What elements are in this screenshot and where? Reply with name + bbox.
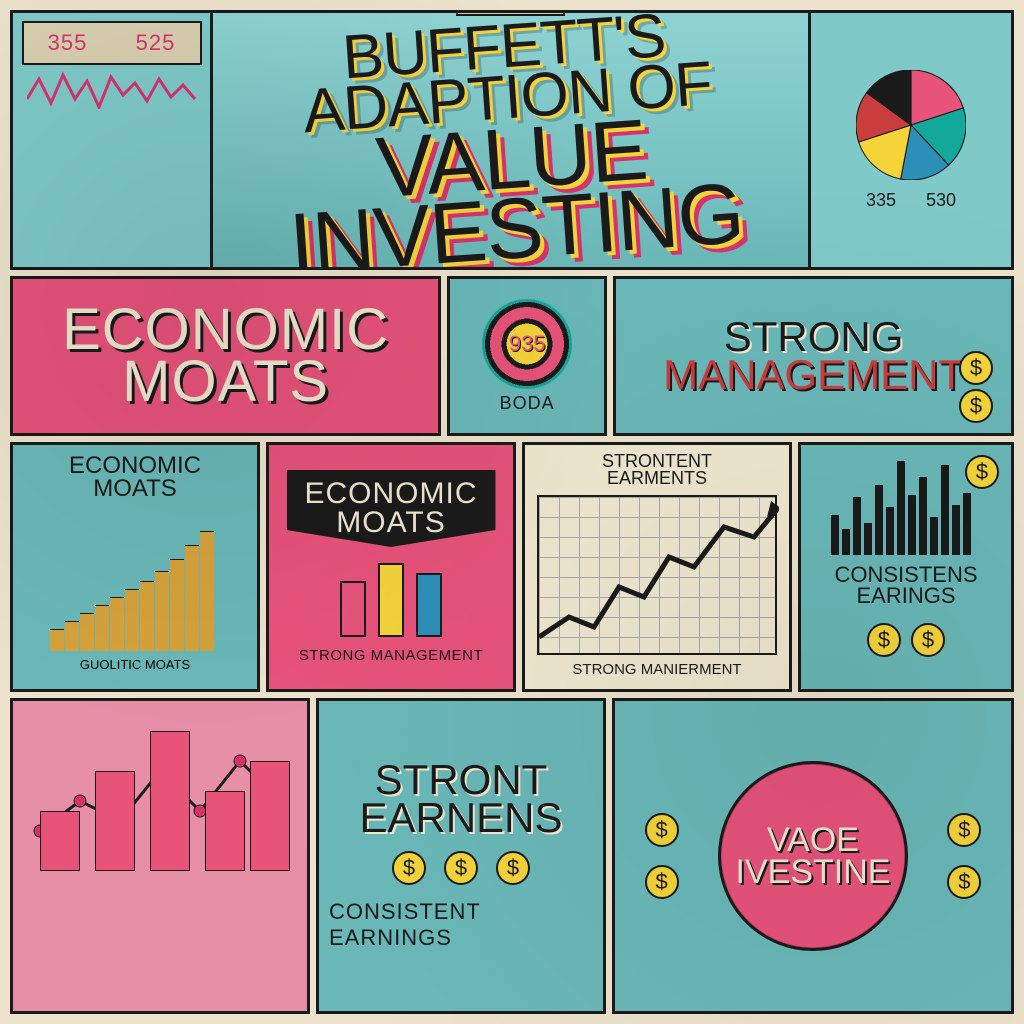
growth-line — [539, 507, 779, 637]
sparkline-chart — [27, 69, 197, 109]
boda-badge-panel: 935 BODA — [447, 276, 607, 436]
stair-bar — [95, 605, 109, 651]
marker-dot — [234, 755, 246, 767]
header-pie-block: 335 530 — [811, 13, 1011, 267]
stair-bar — [50, 629, 64, 651]
tower-bar — [842, 529, 850, 555]
tower-bar — [875, 485, 883, 555]
tower-bar — [930, 517, 938, 555]
mgmt-dollar-stack: $ $ — [959, 351, 993, 423]
pennant-banner: ECONOMIC MOATS — [287, 470, 496, 547]
tower-bar — [963, 493, 971, 555]
ticker-right: 525 — [136, 30, 176, 56]
ticker-box: 355 525 — [22, 21, 202, 65]
combo-bar — [250, 761, 290, 871]
pie-chart — [856, 70, 966, 180]
r3b-title-2: EARNENS — [359, 794, 562, 841]
color-bar — [340, 581, 366, 637]
pie-label-left: 335 — [866, 190, 896, 211]
combo-bar — [95, 771, 135, 871]
tower-bar — [864, 523, 872, 555]
marker-dot — [74, 795, 86, 807]
r2a-bottom-label: GUOLITIC MOATS — [80, 657, 190, 672]
r2d-label-2: EARINGS — [856, 583, 955, 608]
boda-label: BODA — [500, 393, 555, 414]
row-3: STRONT EARNENS $ $ $ CONSISTENT EARNINGS… — [10, 698, 1014, 1014]
r2a-label-2: MOATS — [93, 475, 177, 502]
stair-bar — [140, 581, 154, 651]
r2b-caption: STRONG MANAGEMENT — [299, 647, 483, 664]
circle-line-2: IVESTINE — [736, 856, 891, 888]
dollar-icon: $ — [959, 351, 993, 385]
dollar-icon: $ — [645, 813, 679, 847]
combo-bar — [205, 791, 245, 871]
pie-labels: 335 530 — [866, 190, 956, 211]
banner-line-2: MOATS — [336, 506, 445, 539]
dollar-icon: $ — [645, 865, 679, 899]
skyline-panel: $ CONSISTENS EARINGS $ $ — [798, 442, 1014, 692]
mgmt-line-2: MANAGEMENT — [663, 356, 964, 394]
title-stack: Buffett's Adaption of Value Investing — [225, 10, 796, 270]
stair-bar — [185, 545, 199, 651]
ticker-left: 355 — [48, 30, 88, 56]
stair-bar — [80, 613, 94, 651]
earnings-panel: STRONT EARNENS $ $ $ CONSISTENT EARNINGS — [316, 698, 606, 1014]
tower-bar — [853, 497, 861, 555]
stair-bar — [110, 597, 124, 651]
skyline-bar-chart — [831, 455, 981, 555]
economic-moats-hero: ECONOMIC MOATS — [10, 276, 441, 436]
bar-line-combo-panel — [10, 698, 310, 1014]
sparkline-path — [27, 75, 195, 107]
bar-line-chart — [30, 711, 290, 871]
combo-bar — [40, 811, 80, 871]
coin-row: $ $ $ — [392, 851, 530, 885]
dollar-icon: $ — [392, 851, 426, 885]
stair-bar-chart — [50, 511, 220, 651]
boda-ring-icon: 935 — [482, 299, 572, 389]
pie-label-right: 530 — [926, 190, 956, 211]
dollar-icon: $ — [444, 851, 478, 885]
tower-bar — [908, 495, 916, 555]
header-ticker-block: 355 525 — [13, 13, 213, 267]
stair-bar — [170, 559, 184, 651]
tower-bar — [941, 465, 949, 555]
strong-management-hero: STRONG MANAGEMENT $ $ — [613, 276, 1014, 436]
combo-bar — [150, 731, 190, 871]
triple-bar-chart — [340, 557, 442, 637]
dollar-icon: $ — [959, 389, 993, 423]
r2c-caption: STRONG MANIERMENT — [572, 661, 741, 678]
circle-line-1: VAOE — [767, 824, 859, 856]
r2c-label-2: EARMENTS — [607, 468, 707, 488]
tower-bar — [886, 507, 894, 555]
color-bar — [416, 573, 442, 637]
boda-value: 935 — [509, 331, 546, 357]
dollar-icon: $ — [947, 865, 981, 899]
value-circle-panel: $ $ VAOE IVESTINE $ $ — [612, 698, 1014, 1014]
stair-bar — [155, 571, 169, 651]
header-title-block: 1980s Buffett's Adaption of Value Invest… — [213, 13, 811, 267]
tower-bar — [831, 515, 839, 555]
dollar-icon: $ — [867, 623, 901, 657]
stair-bar — [200, 531, 214, 651]
r3b-subtitle: CONSISTENT EARNINGS — [329, 899, 593, 951]
stair-chart-panel: ECONOMIC MOATS GUOLITIC MOATS — [10, 442, 260, 692]
tower-bar — [919, 477, 927, 555]
stair-bar — [65, 621, 79, 651]
value-invest-circle: VAOE IVESTINE — [718, 761, 908, 951]
line-chart-panel: STRONTENT EARMENTS STRONG MANIERMENT — [522, 442, 792, 692]
stair-bar — [125, 589, 139, 651]
row-2: ECONOMIC MOATS GUOLITIC MOATS ECONOMIC M… — [10, 442, 1014, 692]
growth-line-chart — [537, 495, 777, 655]
row-1: ECONOMIC MOATS 935 BODA STRONG MANAGEMEN… — [10, 276, 1014, 436]
banner-bars-panel: ECONOMIC MOATS STRONG MANAGEMENT — [266, 442, 516, 692]
tower-bar — [897, 461, 905, 555]
header-panel: 355 525 1980s Buffett's Adaption of Valu… — [10, 10, 1014, 270]
color-bar — [378, 563, 404, 637]
dollar-icon: $ — [911, 623, 945, 657]
dollar-icon: $ — [947, 813, 981, 847]
dollar-icon: $ — [496, 851, 530, 885]
tower-bar — [952, 505, 960, 555]
moats-line-2: MOATS — [62, 356, 389, 408]
